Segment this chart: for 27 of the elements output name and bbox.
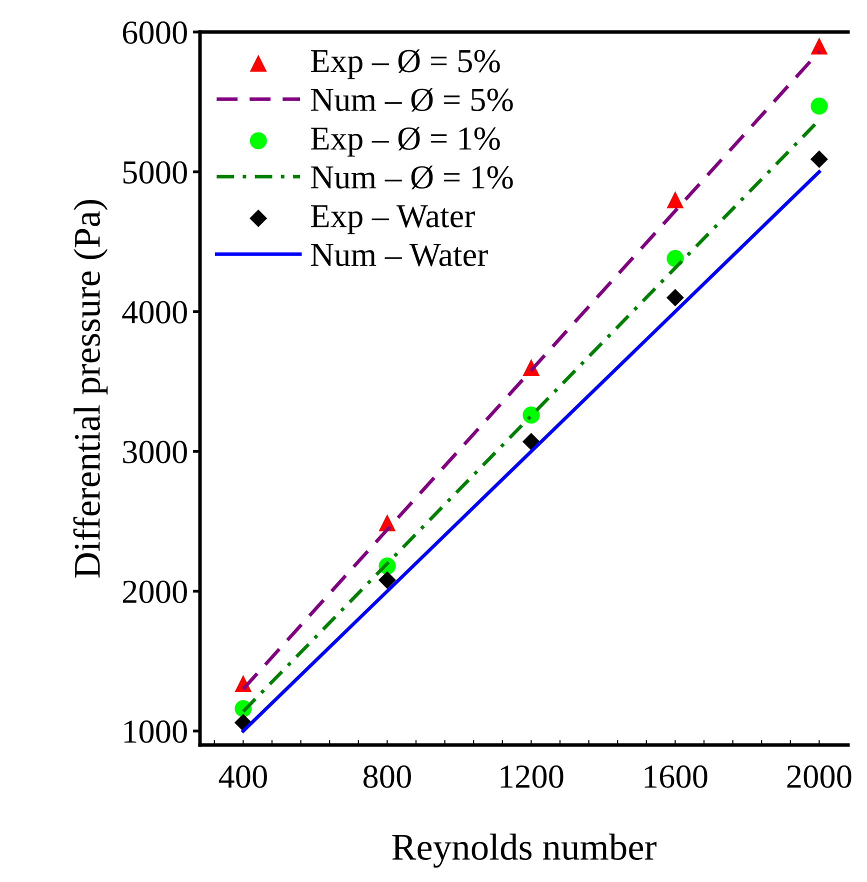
x-axis-title: Reynolds number xyxy=(392,834,656,868)
x-tick-label: 1600 xyxy=(644,765,708,788)
point xyxy=(378,571,396,589)
legend-label: Exp – Water xyxy=(310,205,475,234)
x-tick-label: 1200 xyxy=(500,765,564,788)
y-axis-title: Differential pressure (Pa) xyxy=(73,200,108,578)
y-tick-label: 4000 xyxy=(122,301,187,324)
legend-label: Num – Ø = 1% xyxy=(310,166,513,190)
point xyxy=(666,191,684,208)
point xyxy=(522,432,540,450)
legend-label: Exp – Ø = 1% xyxy=(310,126,500,157)
legend-label: Num – Water xyxy=(310,244,488,266)
point xyxy=(810,150,828,168)
y-tick-label: 1000 xyxy=(124,720,187,743)
y-tick-label: 5000 xyxy=(123,161,187,184)
x-tick-label: 400 xyxy=(218,765,267,788)
y-tick-label: 2000 xyxy=(122,580,187,604)
point xyxy=(810,37,828,54)
x-tick-label: 800 xyxy=(363,765,411,788)
legend-label: Num – Ø = 5% xyxy=(310,88,513,112)
y-tick-label: 6000 xyxy=(122,21,187,44)
point xyxy=(810,98,828,115)
y-tick-label: 3000 xyxy=(123,440,187,464)
legend-label: Exp – Ø = 5% xyxy=(310,49,500,80)
point xyxy=(666,288,684,306)
point xyxy=(522,406,540,424)
x-tick-label: 2000 xyxy=(787,765,852,788)
